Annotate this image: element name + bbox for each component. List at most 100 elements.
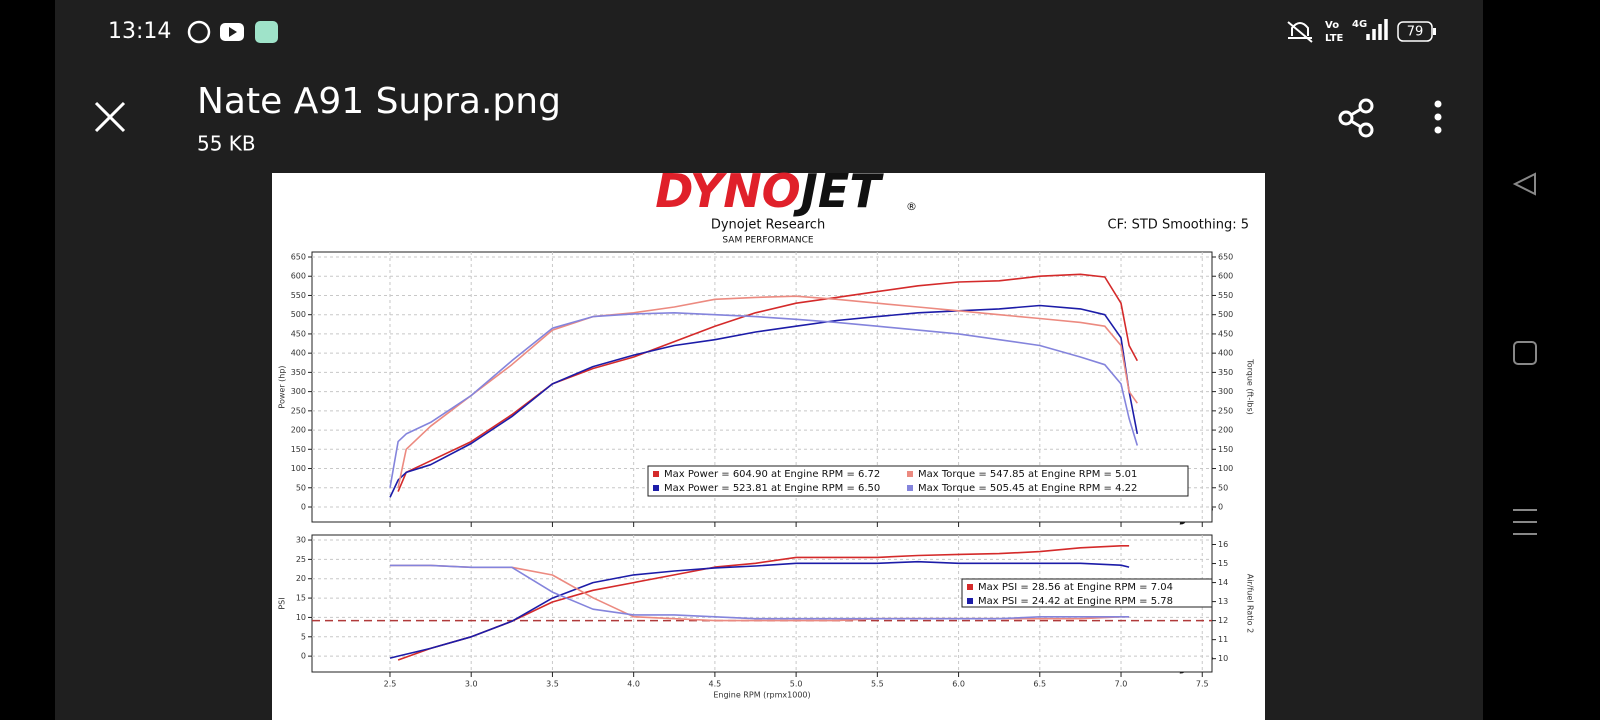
x-tick-label: 6.5 (1033, 680, 1046, 689)
y2-axis-label: Air/fuel Ratio 2 (1246, 574, 1255, 633)
nav-menu[interactable] (1513, 509, 1537, 535)
legend-swatch (907, 471, 913, 477)
y-tick-label: 0 (301, 503, 306, 512)
y-tick-label: 350 (291, 368, 306, 377)
x-tick-label: 2.5 (384, 680, 397, 689)
y2-tick-label: 400 (1218, 349, 1233, 358)
volte-top: Vo (1325, 20, 1339, 31)
legend-label: Max Power = 604.90 at Engine RPM = 6.72 (664, 469, 880, 480)
y2-tick-label: 14 (1218, 578, 1228, 587)
signal-icon (1366, 19, 1388, 40)
y-tick-label: 0 (301, 652, 306, 661)
series-line (397, 273, 1139, 492)
y2-tick-label: 16 (1218, 540, 1228, 549)
logo: DYNOJET (655, 164, 884, 218)
y-tick-label: 400 (291, 349, 306, 358)
y-tick-label: 30 (296, 536, 306, 545)
y2-tick-label: 450 (1218, 329, 1233, 338)
legend-label: Max PSI = 28.56 at Engine RPM = 7.04 (978, 582, 1173, 593)
legend-swatch (653, 471, 659, 477)
y2-tick-label: 500 (1218, 310, 1233, 319)
file-title: Nate A91 Supra.png (197, 81, 561, 122)
y-tick-label: 150 (291, 445, 306, 454)
more-button[interactable] (1434, 100, 1442, 134)
share-button[interactable] (1338, 98, 1374, 138)
logo-mark: ® (906, 200, 917, 213)
logo-part: DYNO (655, 164, 801, 218)
clock: 13:14 (108, 19, 171, 44)
y2-tick-label: 350 (1218, 368, 1233, 377)
legend-box (647, 465, 1189, 497)
y2-tick-label: 11 (1218, 635, 1228, 644)
y2-tick-label: 12 (1218, 616, 1228, 625)
mute-icon (1287, 21, 1313, 43)
series-line (389, 560, 1130, 659)
x-tick-label: 3.5 (546, 680, 559, 689)
y2-tick-label: 650 (1218, 253, 1233, 262)
nav-back[interactable] (1512, 172, 1536, 196)
app-icon (255, 21, 278, 43)
y2-tick-label: 550 (1218, 291, 1233, 300)
close-button[interactable] (94, 101, 126, 133)
youtube-play (229, 27, 237, 37)
legend-label: Max PSI = 24.42 at Engine RPM = 5.78 (978, 596, 1173, 607)
x-tick-label: 4.0 (627, 680, 640, 689)
x-tick-label: 4.5 (709, 680, 722, 689)
file-size: 55 KB (197, 132, 256, 156)
y-tick-label: 20 (296, 574, 306, 583)
y2-tick-label: 100 (1218, 464, 1233, 473)
chart-title: Dynojet Research (711, 218, 825, 233)
y2-tick-label: 0 (1218, 503, 1223, 512)
y-tick-label: 25 (296, 555, 306, 564)
y-tick-label: 200 (291, 426, 306, 435)
y2-tick-label: 300 (1218, 387, 1233, 396)
y-tick-label: 10 (296, 613, 306, 622)
y-tick-label: 450 (291, 329, 306, 338)
y-tick-label: 650 (291, 253, 306, 262)
series-line (397, 295, 1138, 488)
legend-swatch (967, 584, 973, 590)
battery-icon (1397, 21, 1433, 42)
y-tick-label: 250 (291, 406, 306, 415)
y-tick-label: 50 (296, 483, 306, 492)
legend-swatch (653, 485, 659, 491)
charts: 0501001502002503003504004505005506006500… (278, 251, 1255, 700)
x-tick-label: 6.0 (952, 680, 965, 689)
legend-box (961, 578, 1213, 608)
volte-bottom: LTE (1325, 33, 1344, 44)
x-tick-label: 5.0 (790, 680, 803, 689)
nav-home[interactable] (1513, 341, 1537, 365)
y-tick-label: 15 (296, 594, 306, 603)
y2-tick-label: 10 (1218, 654, 1228, 663)
whatsapp-icon (187, 20, 211, 44)
y-tick-label: 500 (291, 310, 306, 319)
y-axis-label: PSI (278, 597, 287, 609)
plot-area (311, 534, 1213, 673)
y2-tick-label: 150 (1218, 445, 1233, 454)
series-line (389, 304, 1139, 498)
x-tick-label: 7.5 (1196, 680, 1209, 689)
y-tick-label: 550 (291, 291, 306, 300)
series-line (389, 312, 1139, 488)
chart-subtitle: SAM PERFORMANCE (722, 236, 813, 246)
y2-tick-label: 13 (1218, 597, 1228, 606)
series-line (390, 564, 1130, 620)
legend-label: Max Power = 523.81 at Engine RPM = 6.50 (664, 483, 880, 494)
logo-part: JET (793, 164, 885, 218)
y2-tick-label: 600 (1218, 272, 1233, 281)
y-tick-label: 300 (291, 387, 306, 396)
y-axis-label: Power (hp) (278, 365, 287, 408)
y2-tick-label: 50 (1218, 483, 1228, 492)
y2-tick-label: 15 (1218, 559, 1228, 568)
legend-label: Max Torque = 505.45 at Engine RPM = 4.22 (918, 483, 1137, 494)
x-tick-label: 5.5 (871, 680, 884, 689)
y-tick-label: 100 (291, 464, 306, 473)
y2-tick-label: 200 (1218, 426, 1233, 435)
y-tick-label: 600 (291, 272, 306, 281)
battery-level: 79 (1407, 25, 1424, 40)
x-tick-label: 3.0 (465, 680, 478, 689)
legend-label: Max Torque = 547.85 at Engine RPM = 5.01 (918, 469, 1137, 480)
legend-swatch (967, 598, 973, 604)
